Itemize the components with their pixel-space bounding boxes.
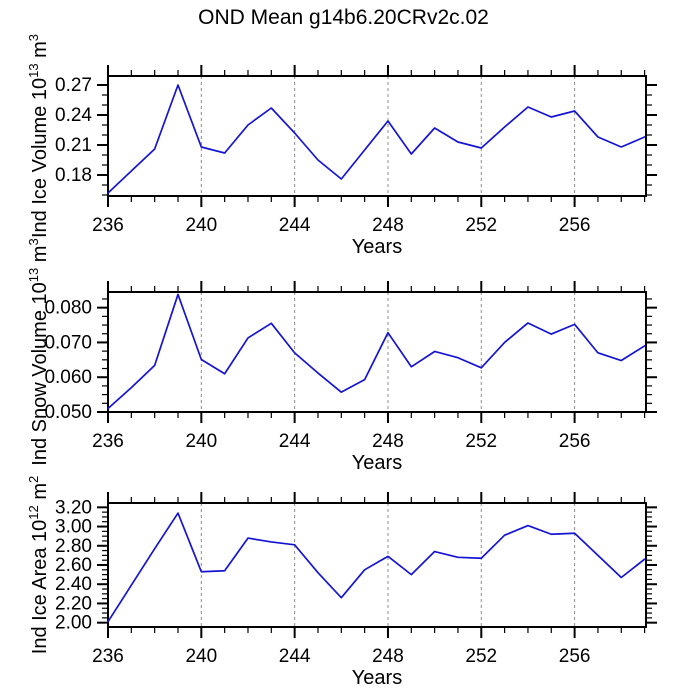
page-title: OND Mean g14b6.20CRv2c.02 bbox=[198, 6, 489, 29]
plot-box bbox=[107, 75, 647, 197]
y-tick-label: 2.20 bbox=[55, 593, 92, 614]
x-axis-label: Years bbox=[352, 667, 402, 689]
data-line-ice-volume bbox=[107, 84, 646, 194]
chart-ice-area: 2.002.202.402.602.803.003.20 236 240 244 248… bbox=[26, 476, 657, 689]
x-tick-label: 240 bbox=[185, 215, 217, 236]
x-tick-label: 256 bbox=[559, 431, 591, 452]
x-tick-label: 256 bbox=[559, 215, 591, 236]
x-tick-label: 244 bbox=[279, 431, 311, 452]
x-axis-label: Years bbox=[352, 452, 402, 474]
y-axis-label: Ind Snow Volume 1013 m3 bbox=[26, 238, 51, 465]
x-tick-label: 256 bbox=[559, 646, 591, 667]
y-tick-label: 0.050 bbox=[44, 402, 92, 423]
y-tick-label: 0.27 bbox=[55, 75, 92, 96]
gridlines bbox=[200, 503, 576, 627]
y-tick-label: 2.40 bbox=[55, 574, 92, 595]
x-tick-label: 240 bbox=[185, 431, 217, 452]
y-tick-label: 0.21 bbox=[55, 135, 92, 156]
x-tick-label: 236 bbox=[92, 646, 124, 667]
x-tick-label: 244 bbox=[279, 215, 311, 236]
y-tick-label: 2.00 bbox=[55, 613, 92, 634]
y-tick-label: 0.24 bbox=[55, 105, 92, 126]
x-tick-label: 248 bbox=[372, 215, 404, 236]
y-tick-label: 0.060 bbox=[44, 367, 92, 388]
plot-box bbox=[107, 502, 647, 628]
data-line-ice-area bbox=[107, 512, 646, 623]
x-tick-label: 252 bbox=[465, 431, 497, 452]
plot-box bbox=[107, 291, 647, 413]
y-tick-label: 0.070 bbox=[44, 332, 92, 353]
y-tick-label: 3.00 bbox=[55, 517, 92, 538]
x-tick-label: 236 bbox=[92, 215, 124, 236]
tick-marks bbox=[97, 65, 657, 207]
tick-marks bbox=[97, 492, 657, 638]
x-tick-label: 236 bbox=[92, 431, 124, 452]
y-tick-label: 0.18 bbox=[55, 165, 92, 186]
y-tick-label: 2.60 bbox=[55, 555, 92, 576]
chart-snow-volume: 0.050 0.060 0.070 0.080 236 240 244 248 252 256 Ye… bbox=[26, 238, 657, 474]
gridlines bbox=[200, 292, 576, 412]
y-axis-label: Ind Ice Volume 1013 m3 bbox=[26, 34, 51, 238]
x-tick-label: 252 bbox=[465, 215, 497, 236]
data-line-snow-volume bbox=[107, 293, 646, 410]
x-tick-label: 252 bbox=[465, 646, 497, 667]
x-tick-label: 248 bbox=[372, 431, 404, 452]
x-tick-label: 240 bbox=[185, 646, 217, 667]
x-tick-label: 244 bbox=[279, 646, 311, 667]
y-tick-label: 0.080 bbox=[44, 298, 92, 319]
x-tick-label: 248 bbox=[372, 646, 404, 667]
y-tick-label: 3.20 bbox=[55, 497, 92, 518]
y-tick-label: 2.80 bbox=[55, 536, 92, 557]
chart-ice-volume: 0.18 0.21 0.24 0.27 236 240 244 248 252 256 Years I… bbox=[26, 34, 657, 258]
x-axis-label: Years bbox=[352, 236, 402, 258]
y-axis-label: Ind Ice Area 1012 m2 bbox=[26, 476, 51, 654]
gridlines bbox=[200, 76, 576, 196]
